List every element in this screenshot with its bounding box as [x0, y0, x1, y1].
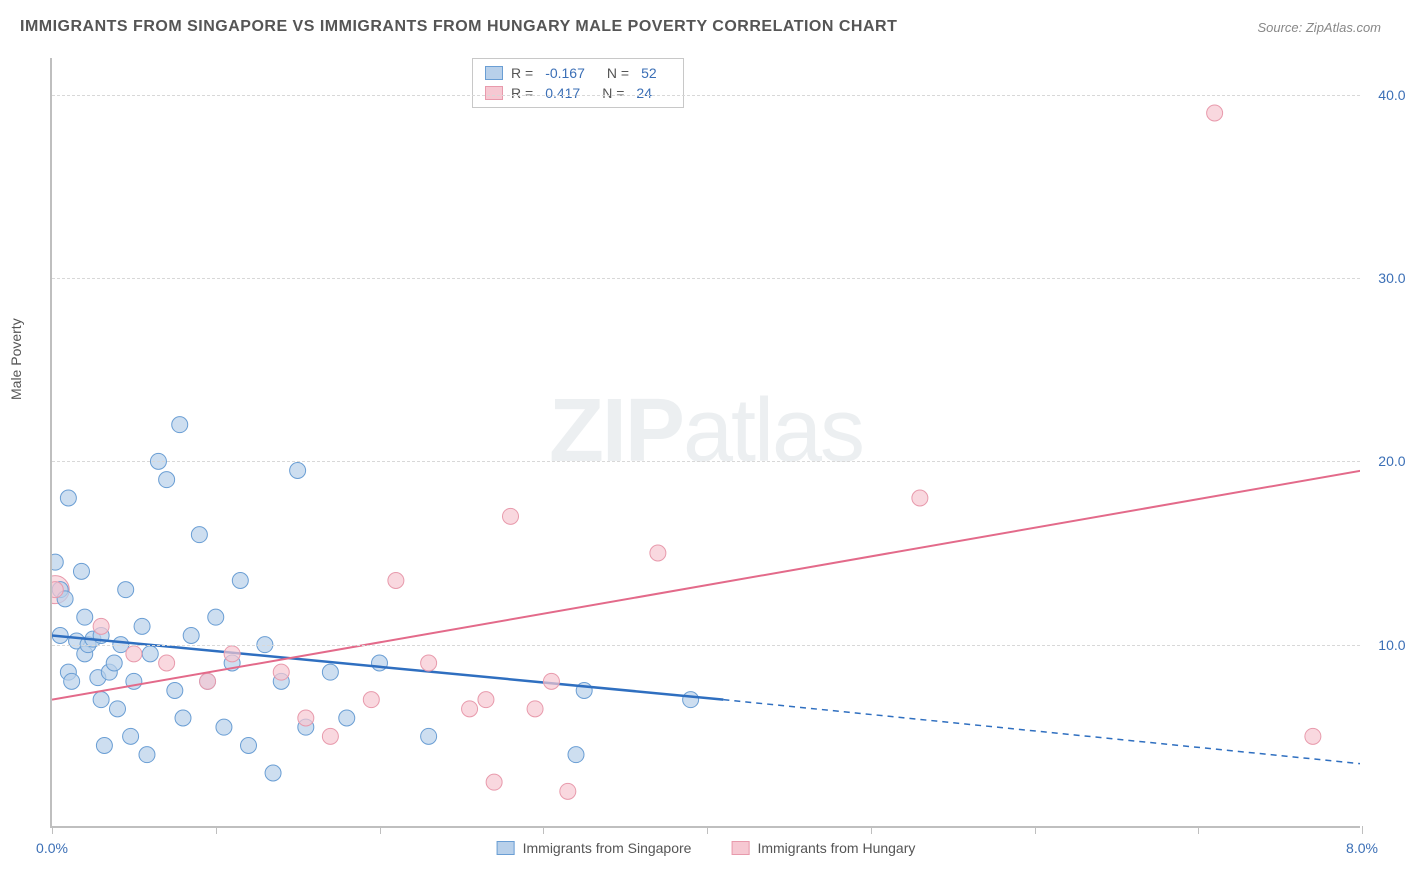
series-legend: Immigrants from Singapore Immigrants fro… — [497, 840, 916, 856]
r-label: R = — [511, 65, 533, 81]
chart-svg — [52, 58, 1360, 826]
gridline — [52, 645, 1360, 646]
x-tick — [1035, 826, 1036, 834]
legend-label: Immigrants from Hungary — [757, 840, 915, 856]
r-value: -0.167 — [545, 65, 585, 81]
x-tick — [1198, 826, 1199, 834]
watermark-bold: ZIP — [549, 381, 683, 481]
x-tick — [52, 826, 53, 834]
n-value: 24 — [636, 85, 652, 101]
x-tick — [543, 826, 544, 834]
x-tick-label: 0.0% — [36, 840, 68, 856]
swatch-singapore-icon — [497, 841, 515, 855]
y-tick-label: 30.0% — [1378, 270, 1406, 286]
legend-item-hungary: Immigrants from Hungary — [731, 840, 915, 856]
y-tick-label: 10.0% — [1378, 637, 1406, 653]
gridline — [52, 95, 1360, 96]
chart-title: IMMIGRANTS FROM SINGAPORE VS IMMIGRANTS … — [20, 18, 897, 36]
correlation-legend: R = -0.167 N = 52 R = 0.417 N = 24 — [472, 58, 684, 108]
watermark-rest: atlas — [683, 381, 863, 481]
legend-item-singapore: Immigrants from Singapore — [497, 840, 692, 856]
gridline — [52, 278, 1360, 279]
x-tick — [1362, 826, 1363, 834]
x-tick — [871, 826, 872, 834]
legend-row-hungary: R = 0.417 N = 24 — [485, 83, 671, 103]
y-axis-label: Male Poverty — [8, 318, 24, 400]
plot-area: ZIPatlas R = -0.167 N = 52 R = 0.417 N =… — [50, 58, 1360, 828]
r-label: R = — [511, 85, 533, 101]
n-label: N = — [602, 85, 624, 101]
legend-label: Immigrants from Singapore — [523, 840, 692, 856]
x-tick — [380, 826, 381, 834]
gridline — [52, 461, 1360, 462]
y-tick-label: 40.0% — [1378, 87, 1406, 103]
source-label: Source: ZipAtlas.com — [1257, 20, 1381, 35]
x-tick — [216, 826, 217, 834]
n-label: N = — [607, 65, 629, 81]
x-tick-label: 8.0% — [1346, 840, 1378, 856]
swatch-hungary-icon — [731, 841, 749, 855]
swatch-singapore — [485, 66, 503, 80]
legend-row-singapore: R = -0.167 N = 52 — [485, 63, 671, 83]
x-tick — [707, 826, 708, 834]
y-tick-label: 20.0% — [1378, 453, 1406, 469]
n-value: 52 — [641, 65, 657, 81]
swatch-hungary — [485, 86, 503, 100]
r-value: 0.417 — [545, 85, 580, 101]
watermark: ZIPatlas — [549, 380, 863, 483]
